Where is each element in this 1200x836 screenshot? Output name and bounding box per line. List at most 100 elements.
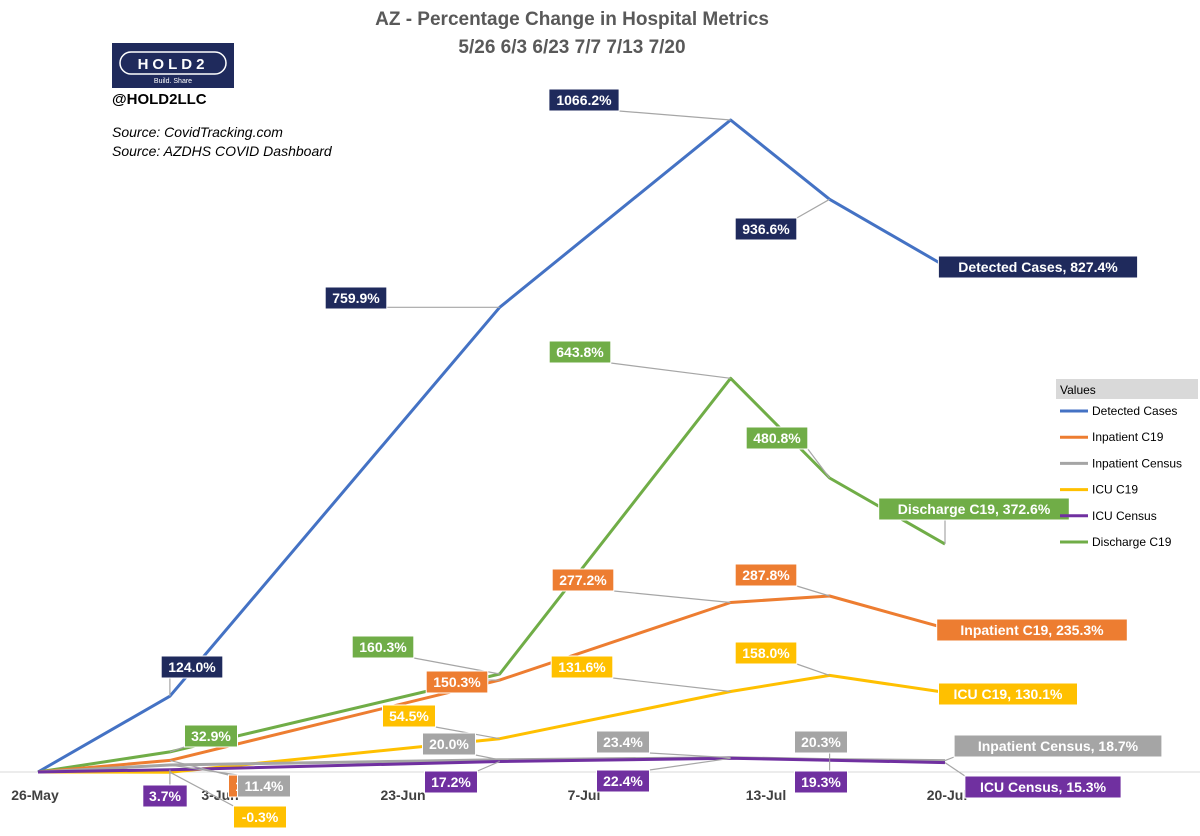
data-label-box [938,682,1078,706]
leader-line [649,757,731,771]
data-label-box [734,217,798,241]
data-label-box [351,635,415,659]
data-label-text: 150.3% [433,674,481,690]
data-label-box [382,704,436,728]
data-label: 936.6% [734,217,798,241]
data-label-box [233,805,287,829]
data-label: 480.8% [745,426,809,450]
data-label: ICU C19, 130.1% [938,682,1078,706]
data-label-box [878,497,1070,521]
data-label-box [745,426,809,450]
data-label-text: 20.0% [429,736,469,752]
series-line-icu-census [37,756,946,774]
data-label: 287.8% [734,563,798,587]
data-label: Inpatient C19, 235.3% [936,618,1128,642]
logo-tagline: Build. Share [154,78,192,85]
data-label-box [734,563,798,587]
data-label-text: 287.8% [742,567,790,583]
data-label-box [734,641,798,665]
data-label-text: 124.0% [168,659,216,675]
data-label-box [324,286,388,310]
x-tick-label: 7-Jul [568,787,601,803]
data-label-box [937,255,1139,279]
data-label: Discharge C19, 372.6% [878,497,1070,521]
data-label-text: 1066.2% [556,92,612,108]
data-label-box [551,568,615,592]
data-label: 3.7% [142,784,188,808]
leader-line [796,663,830,676]
data-label: 759.9% [324,286,388,310]
series-line-icu-c19 [37,673,946,774]
data-label: 20.0% [422,732,476,756]
legend: Values Detected Cases Inpatient C19 Inpati… [1056,379,1198,549]
data-label: 19.3% [794,770,848,794]
data-label: 150.3% [425,670,489,694]
data-label-box [142,784,188,808]
data-label-text: 3.7% [149,788,181,804]
data-label-box [550,655,614,679]
legend-title: Values [1060,383,1096,397]
leader-line [169,764,238,776]
data-label-text: 158.0% [742,645,790,661]
source-line-2: Source: AZDHS COVID Dashboard [112,143,333,159]
source-line-1: Source: CovidTracking.com [112,124,283,140]
data-label: -0.3% [233,805,287,829]
data-label: 160.3% [351,635,415,659]
data-label-box [237,774,291,798]
hold2-logo: HOLD2 Build. Share [112,43,234,88]
leader-line [477,760,500,772]
data-label-box [794,770,848,794]
data-label-text: 22.4% [603,773,643,789]
data-label: 32.9% [184,724,238,748]
data-label: Inpatient Census, 18.7% [953,734,1163,758]
data-label-text: 17.2% [431,774,471,790]
chart-title: AZ - Percentage Change in Hospital Metri… [375,9,769,30]
data-label-text: 32.9% [191,728,231,744]
legend-items: Detected Cases Inpatient C19 Inpatient Cen… [1060,404,1182,549]
data-label-text: ICU C19, 130.1% [954,686,1063,702]
label-leader-lines [169,110,966,807]
legend-header [1056,379,1198,399]
x-tick-label: 13-Jul [746,787,786,803]
data-label-box [422,732,476,756]
data-label: 17.2% [424,770,478,794]
data-labels: 124.0% 759.9% 1066.2% 936.6% Detected Cases,… [142,88,1163,829]
legend-entry: ICU C19 [1092,483,1138,497]
data-label-box [424,770,478,794]
leader-line [613,590,731,604]
leader-line [796,198,830,219]
leader-line [610,362,731,379]
data-label: 11.4% [237,774,291,798]
data-label-text: 20.3% [801,734,841,750]
data-label-text: -0.3% [242,809,279,825]
leader-line [612,677,731,693]
data-label-text: 759.9% [332,290,380,306]
leader-line [475,754,500,761]
series-line-detected-cases [37,118,946,774]
data-label: 124.0% [160,655,224,679]
legend-entry: Detected Cases [1092,404,1177,418]
chart-subtitle: 5/26 6/3 6/23 7/7 7/13 7/20 [458,37,685,58]
data-label-text: 23.4% [603,734,643,750]
x-tick-label: 23-Jun [380,787,425,803]
data-label-text: ICU Census, 15.3% [980,779,1107,795]
legend-entry: ICU Census [1092,509,1157,523]
logo-frame [119,51,227,75]
data-label: ICU Census, 15.3% [964,775,1122,799]
leader-line [944,762,966,777]
data-label-text: 11.4% [245,778,284,794]
data-label-text: 19.3% [801,774,841,790]
data-label: 54.5% [382,704,436,728]
x-axis-ticks: 26-May 3-Jun 23-Jun 7-Jul 13-Jul 20-Jul [11,787,967,803]
logo-background [112,43,234,88]
data-label-text: 54.5% [389,708,429,724]
data-label-text: 131.6% [558,659,606,675]
data-label-box [936,618,1128,642]
logo-text: HOLD2 [138,56,209,73]
data-label-text: 480.8% [753,430,801,446]
data-label: 158.0% [734,641,798,665]
data-label-text: 936.6% [742,221,790,237]
data-label-box [425,670,489,694]
series-lines [37,118,946,774]
